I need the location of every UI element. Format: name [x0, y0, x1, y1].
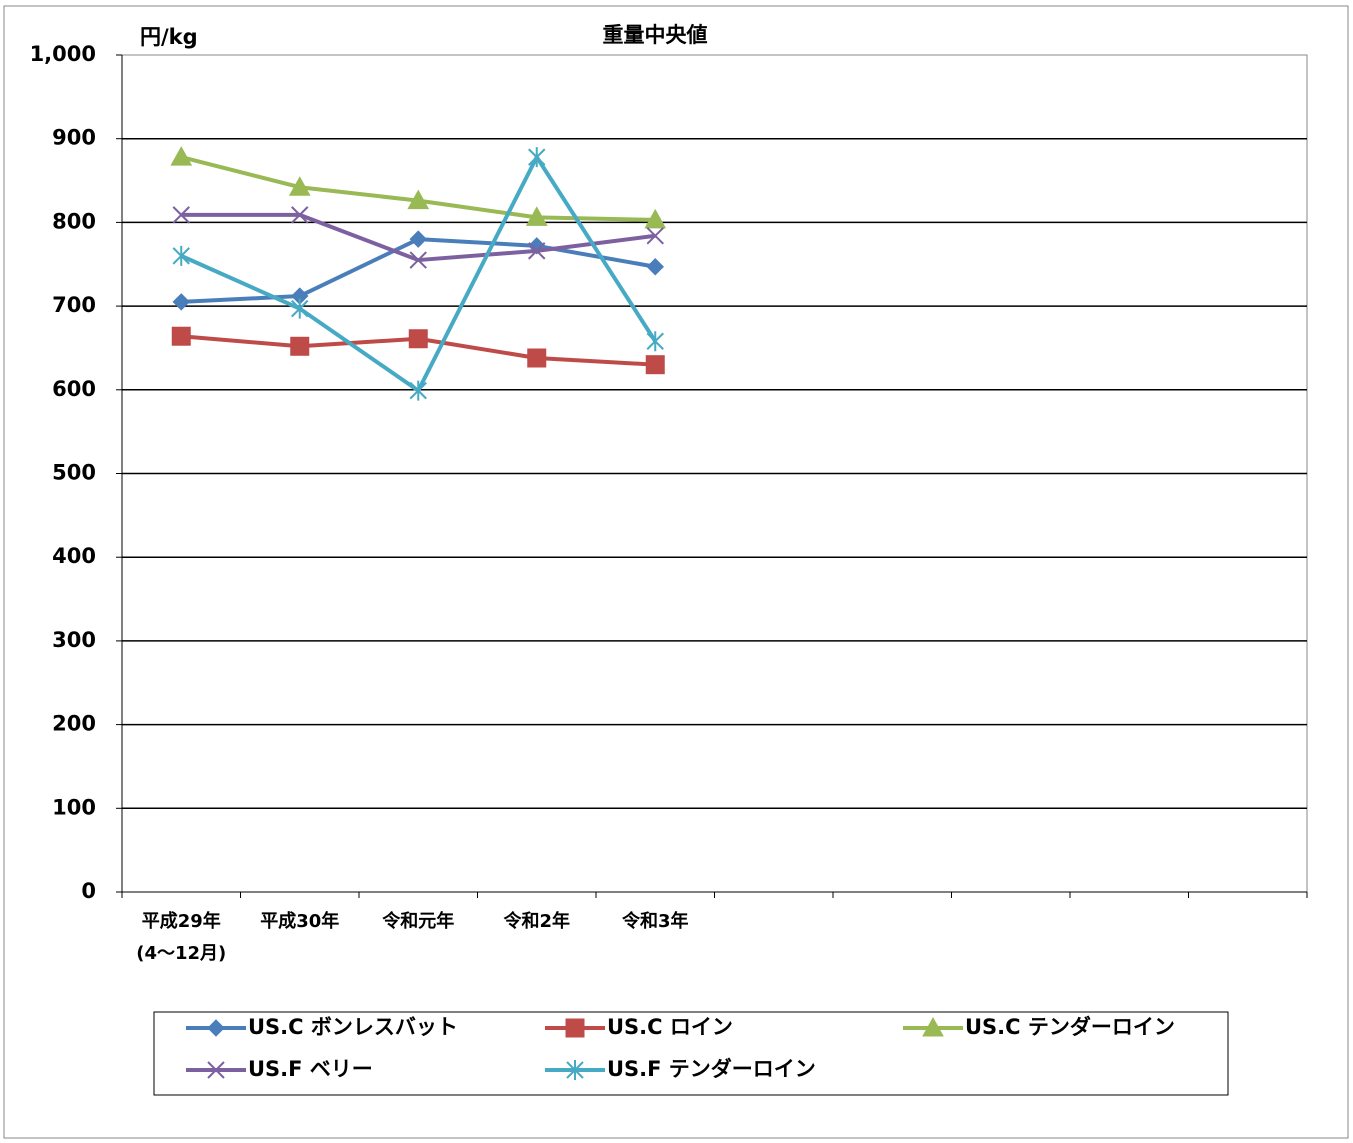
legend-box [153, 1011, 1229, 1096]
y-tick-label: 200 [52, 712, 96, 736]
y-tick-label: 900 [52, 126, 96, 150]
marker [528, 147, 546, 168]
marker [644, 208, 667, 229]
y-tick-label: 700 [52, 293, 96, 317]
legend-label: US.C ロイン [607, 1015, 733, 1039]
series-line [181, 237, 656, 304]
marker [172, 245, 190, 266]
marker [291, 298, 309, 319]
marker [407, 189, 430, 210]
marker [528, 242, 546, 260]
marker [565, 1018, 585, 1038]
x-tick-label: 平成30年 [260, 911, 340, 932]
marker [922, 1016, 944, 1037]
y-axis-title: 円/kg [140, 25, 198, 49]
marker [291, 206, 309, 224]
x-tick-label: 令和2年 [503, 911, 571, 932]
marker [645, 355, 665, 375]
marker [566, 1060, 584, 1080]
marker [525, 206, 548, 226]
chart-border [3, 5, 1349, 1139]
marker [172, 206, 190, 224]
y-tick-label: 1,000 [30, 42, 96, 66]
legend-label: US.C テンダーロイン [965, 1015, 1175, 1039]
marker [288, 176, 311, 196]
y-tick-label: 500 [52, 461, 96, 485]
series-line [180, 155, 656, 222]
y-tick-label: 800 [52, 209, 96, 233]
legend-label: US.F テンダーロイン [607, 1057, 816, 1081]
marker [207, 1019, 225, 1037]
y-tick-label: 600 [52, 377, 96, 401]
chart-title: 重量中央値 [603, 23, 708, 47]
marker [170, 146, 193, 166]
marker [409, 230, 427, 248]
marker [646, 331, 664, 352]
y-tick-label: 300 [52, 628, 96, 652]
y-tick-label: 0 [81, 879, 96, 903]
y-tick-label: 100 [52, 795, 96, 819]
marker [290, 336, 310, 356]
x-tick-label: 平成29年 (4～12月) [136, 911, 227, 964]
x-tick-label: 令和元年 [382, 911, 455, 932]
marker [409, 251, 427, 269]
legend-label: US.F ベリー [248, 1057, 373, 1081]
marker [408, 329, 428, 349]
y-tick-label: 400 [52, 544, 96, 568]
marker [646, 258, 664, 276]
marker [646, 227, 664, 245]
marker [409, 380, 427, 401]
marker [171, 326, 191, 346]
marker [172, 293, 190, 311]
x-tick-label: 令和3年 [621, 911, 689, 932]
legend-label: US.C ボンレスバット [248, 1015, 458, 1039]
marker [527, 348, 547, 368]
marker [207, 1061, 225, 1079]
